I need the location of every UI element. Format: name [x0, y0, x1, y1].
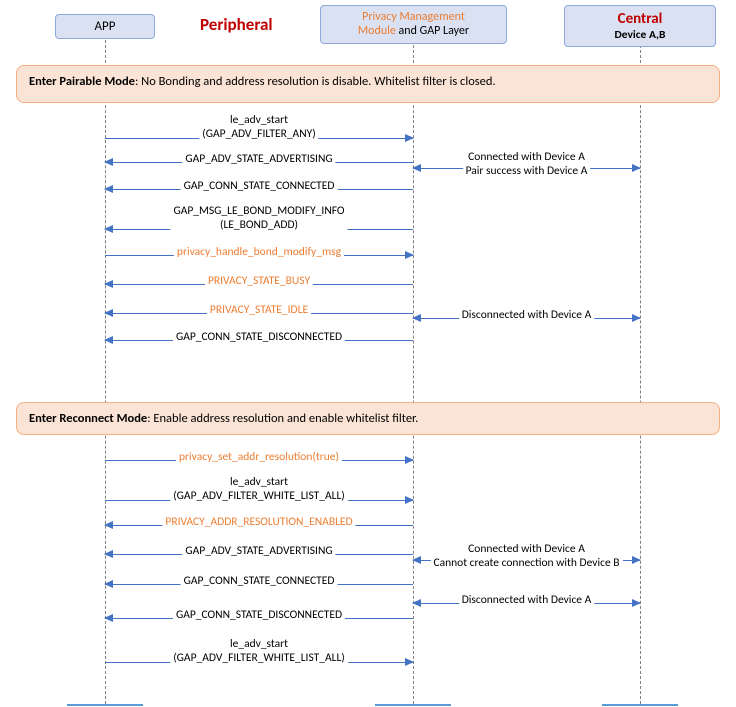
actor-central-title: Central [571, 10, 709, 28]
msg-privacy-busy: PRIVACY_STATE_BUSY [205, 274, 313, 288]
actor-module: Privacy ManagementModule and GAP Layer [320, 5, 507, 44]
lifeline-cap [67, 704, 143, 706]
msg-privacy-idle: PRIVACY_STATE_IDLE [207, 303, 311, 317]
phase-reconnect-mode: Enter Reconnect Mode: Enable address res… [16, 402, 720, 435]
actor-app-label: APP [95, 19, 116, 34]
msg-central-disc-2: Disconnected with Device A [459, 593, 595, 607]
msg-central-conn-2: Connected with Device ACannot create con… [430, 542, 622, 571]
actor-app: APP [55, 14, 155, 39]
msg-central-disc-1: Disconnected with Device A [459, 308, 595, 322]
msg-central-conn-1: Connected with Device APair success with… [463, 150, 591, 179]
lifeline-cap [602, 704, 678, 706]
phase-pairable-desc: : No Bonding and address resolution is d… [135, 74, 496, 89]
actor-module-label-post: and GAP Layer [396, 24, 469, 38]
msg-adv-start-1: le_adv_start(GAP_ADV_FILTER_ANY) [199, 113, 318, 142]
actor-central: Central Device A,B [564, 5, 716, 47]
phase-reconnect-desc: : Enable address resolution and enable w… [147, 411, 418, 426]
sequence-diagram: APP Privacy ManagementModule and GAP Lay… [0, 0, 736, 707]
msg-addr-res-enabled: PRIVACY_ADDR_RESOLUTION_ENABLED [162, 515, 355, 529]
msg-privacy-set-addr: privacy_set_addr_resolution(true) [176, 450, 342, 464]
msg-conn-disc-1: GAP_CONN_STATE_DISCONNECTED [173, 330, 345, 344]
msg-adv-start-2: le_adv_start(GAP_ADV_FILTER_WHITE_LIST_A… [170, 475, 348, 504]
msg-adv-state-2: GAP_ADV_STATE_ADVERTISING [182, 544, 335, 558]
actor-central-sub: Device A,B [571, 28, 709, 42]
msg-conn-connected-2: GAP_CONN_STATE_CONNECTED [181, 574, 338, 588]
msg-conn-connected-1: GAP_CONN_STATE_CONNECTED [181, 179, 338, 193]
role-peripheral-label: Peripheral [200, 14, 273, 35]
msg-privacy-handle: privacy_handle_bond_modify_msg [174, 245, 344, 259]
phase-reconnect-title: Enter Reconnect Mode [29, 411, 147, 426]
msg-adv-start-3: le_adv_start(GAP_ADV_FILTER_WHITE_LIST_A… [170, 637, 348, 666]
phase-pairable-mode: Enter Pairable Mode: No Bonding and addr… [16, 65, 720, 103]
lifeline-app [105, 30, 106, 704]
lifeline-cap [375, 704, 451, 706]
msg-conn-disc-2: GAP_CONN_STATE_DISCONNECTED [173, 608, 345, 622]
phase-pairable-title: Enter Pairable Mode [29, 74, 135, 89]
msg-adv-state-1: GAP_ADV_STATE_ADVERTISING [182, 152, 335, 166]
msg-bond-modify: GAP_MSG_LE_BOND_MODIFY_INFO(LE_BOND_ADD) [170, 204, 347, 233]
